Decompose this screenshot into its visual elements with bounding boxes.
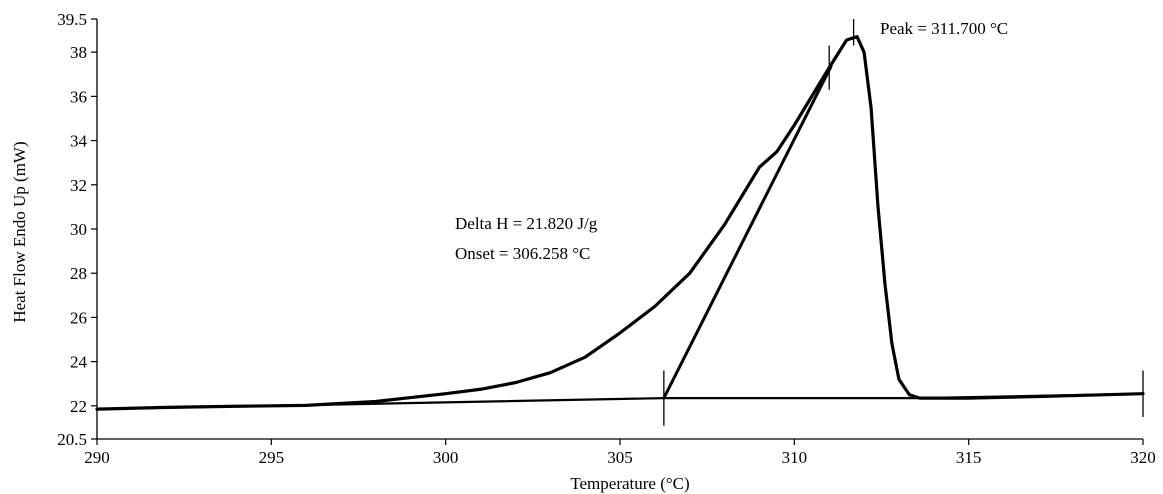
y-tick-label: 26 xyxy=(70,308,87,327)
y-tick-label: 34 xyxy=(70,132,88,151)
y-tick-label: 24 xyxy=(70,353,88,372)
x-tick-label: 310 xyxy=(782,448,808,467)
peak-annotation: Peak = 311.700 °C xyxy=(880,19,1008,38)
x-axis-title: Temperature (°C) xyxy=(570,474,689,493)
baseline-line xyxy=(95,392,1145,411)
y-tick-label: 20.5 xyxy=(57,430,87,449)
y-tick-label: 38 xyxy=(70,43,87,62)
y-tick-label: 39.5 xyxy=(57,10,87,29)
x-tick-label: 290 xyxy=(84,448,110,467)
ticks: 290 295 300 305 310 315 320 20.5 22 24 26 28 30 32 34 3… xyxy=(57,10,1156,467)
axes xyxy=(96,19,1143,440)
markers xyxy=(663,19,1144,426)
y-tick-label: 32 xyxy=(70,176,87,195)
x-tick-label: 300 xyxy=(433,448,459,467)
y-axis-title: Heat Flow Endo Up (mW) xyxy=(10,141,29,322)
x-tick-label: 305 xyxy=(607,448,633,467)
series xyxy=(95,35,1145,411)
y-tick-label: 36 xyxy=(70,87,87,106)
onset-tangent-line xyxy=(662,65,833,400)
x-tick-label: 315 xyxy=(956,448,982,467)
heat-flow-curve-line xyxy=(95,35,1145,411)
x-tick-label: 320 xyxy=(1130,448,1156,467)
y-tick-label: 28 xyxy=(70,264,87,283)
x-tick-label: 295 xyxy=(259,448,285,467)
y-tick-label: 30 xyxy=(70,220,87,239)
onset-annotation: Onset = 306.258 °C xyxy=(455,244,590,263)
y-tick-label: 22 xyxy=(70,397,87,416)
delta-h-annotation: Delta H = 21.820 J/g xyxy=(455,214,598,233)
